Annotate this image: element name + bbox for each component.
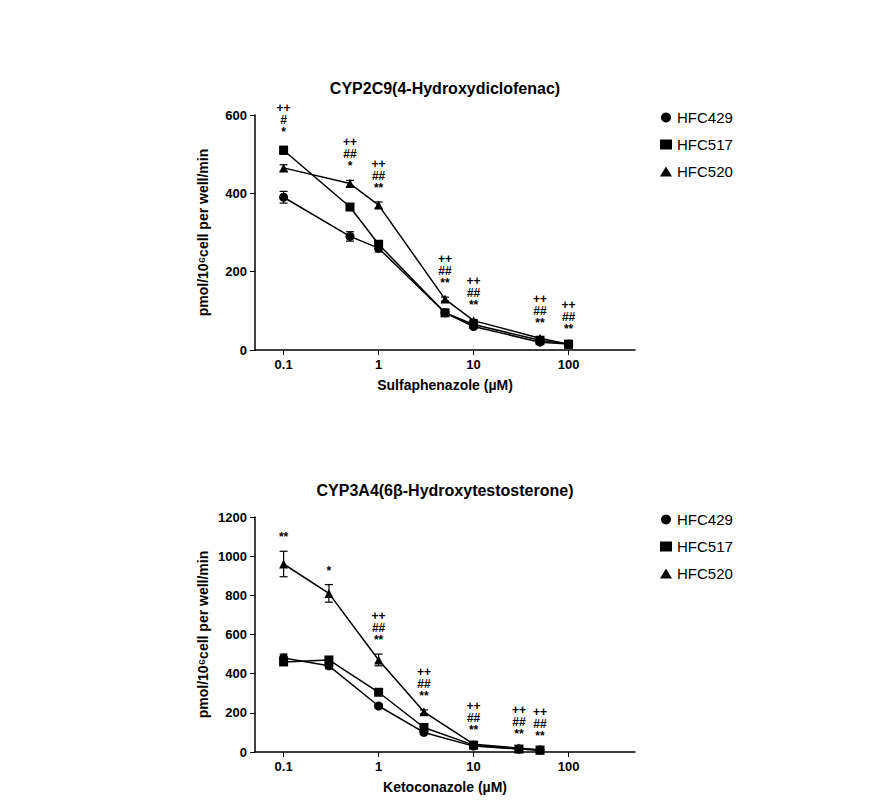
svg-text:++: ++ xyxy=(533,292,547,306)
svg-text:Ketoconazole (µM): Ketoconazole (µM) xyxy=(383,779,507,795)
svg-text:++: ++ xyxy=(512,703,526,717)
svg-text:**: ** xyxy=(279,530,289,544)
svg-text:**: ** xyxy=(374,181,384,195)
svg-text:++: ++ xyxy=(372,157,386,171)
svg-text:HFC517: HFC517 xyxy=(677,136,733,153)
svg-text:HFC429: HFC429 xyxy=(677,109,733,126)
svg-text:HFC517: HFC517 xyxy=(677,538,733,555)
svg-text:**: ** xyxy=(440,276,450,290)
svg-text:400: 400 xyxy=(225,666,247,681)
svg-text:600: 600 xyxy=(225,108,247,123)
svg-text:200: 200 xyxy=(225,264,247,279)
svg-text:##: ## xyxy=(372,169,386,183)
svg-text:++: ++ xyxy=(277,101,291,115)
svg-text:400: 400 xyxy=(225,186,247,201)
svg-text:CYP2C9(4-Hydroxydiclofenac): CYP2C9(4-Hydroxydiclofenac) xyxy=(330,80,560,97)
svg-text:++: ++ xyxy=(438,252,452,266)
svg-text:**: ** xyxy=(514,727,524,741)
svg-text:##: ## xyxy=(533,304,547,318)
svg-text:##: ## xyxy=(533,717,547,731)
svg-text:##: ## xyxy=(343,147,357,161)
svg-text:**: ** xyxy=(564,322,574,336)
svg-text:1200: 1200 xyxy=(218,510,247,525)
svg-text:HFC429: HFC429 xyxy=(677,511,733,528)
svg-text:**: ** xyxy=(374,633,384,647)
svg-text:1000: 1000 xyxy=(218,549,247,564)
svg-text:**: ** xyxy=(469,298,479,312)
svg-text:**: ** xyxy=(469,723,479,737)
svg-text:##: ## xyxy=(467,286,481,300)
svg-text:1: 1 xyxy=(375,759,382,774)
svg-text:##: ## xyxy=(512,715,526,729)
svg-text:++: ++ xyxy=(467,699,481,713)
svg-text:##: ## xyxy=(467,711,481,725)
svg-text:##: ## xyxy=(372,621,386,635)
svg-text:##: ## xyxy=(417,677,431,691)
svg-text:#: # xyxy=(280,113,287,127)
svg-text:++: ++ xyxy=(562,298,576,312)
svg-text:1: 1 xyxy=(375,357,382,372)
svg-text:100: 100 xyxy=(558,357,580,372)
svg-text:CYP3A4(6β-Hydroxytestosterone): CYP3A4(6β-Hydroxytestosterone) xyxy=(317,482,574,499)
svg-text:##: ## xyxy=(562,310,576,324)
svg-text:HFC520: HFC520 xyxy=(677,565,733,582)
svg-text:200: 200 xyxy=(225,705,247,720)
svg-text:++: ++ xyxy=(372,609,386,623)
svg-text:800: 800 xyxy=(225,588,247,603)
svg-text:10: 10 xyxy=(466,759,480,774)
svg-text:0: 0 xyxy=(240,343,247,358)
svg-text:100: 100 xyxy=(558,759,580,774)
svg-text:++: ++ xyxy=(417,665,431,679)
svg-text:*: * xyxy=(281,125,286,139)
svg-text:*: * xyxy=(327,564,332,578)
svg-text:pmol/10⁶cell per well/min: pmol/10⁶cell per well/min xyxy=(195,551,211,719)
svg-text:pmol/10⁶cell per well/min: pmol/10⁶cell per well/min xyxy=(195,149,211,317)
svg-text:**: ** xyxy=(419,689,429,703)
svg-text:**: ** xyxy=(535,316,545,330)
svg-text:++: ++ xyxy=(467,274,481,288)
svg-text:600: 600 xyxy=(225,627,247,642)
svg-text:Sulfaphenazole (µM): Sulfaphenazole (µM) xyxy=(377,377,513,393)
svg-text:++: ++ xyxy=(533,705,547,719)
svg-text:0.1: 0.1 xyxy=(275,759,293,774)
svg-text:0: 0 xyxy=(240,745,247,760)
svg-text:0.1: 0.1 xyxy=(275,357,293,372)
svg-text:10: 10 xyxy=(466,357,480,372)
svg-text:++: ++ xyxy=(343,135,357,149)
svg-text:HFC520: HFC520 xyxy=(677,163,733,180)
svg-text:*: * xyxy=(348,159,353,173)
svg-text:**: ** xyxy=(535,729,545,743)
svg-text:##: ## xyxy=(438,264,452,278)
